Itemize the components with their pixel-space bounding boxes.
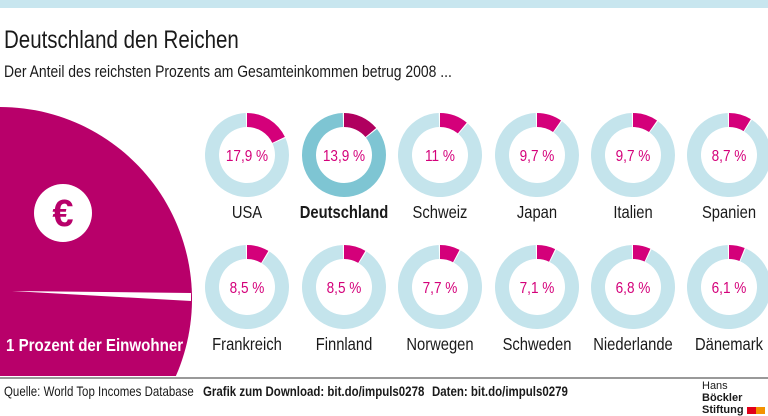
donut-value-label: 11 % xyxy=(425,148,455,165)
donut-value-label: 7,1 % xyxy=(520,280,555,297)
donut-dänemark: 6,1 % Dänemark xyxy=(687,245,768,354)
donut-schweden: 7,1 % Schweden xyxy=(495,245,580,355)
donut-niederlande: 6,8 % Niederlande xyxy=(591,245,675,354)
donut-value-label: 8,7 % xyxy=(712,148,747,165)
logo-red-square xyxy=(746,406,756,414)
big-pie-label: 1 Prozent der Einwohner xyxy=(6,335,184,356)
page-subtitle: Der Anteil des reichsten Prozents am Ges… xyxy=(4,62,452,81)
donut-share xyxy=(633,245,651,262)
donut-rest xyxy=(591,245,675,330)
donut-value-label: 9,7 % xyxy=(616,148,651,165)
donut-share xyxy=(729,245,745,262)
donut-share xyxy=(537,245,556,262)
donut-rest xyxy=(687,245,768,329)
donut-grid: 17,9 % USA 13,9 % Deutschland 11 % Schweiz 9,7… xyxy=(205,113,768,354)
donut-share xyxy=(344,113,377,138)
donut-rest xyxy=(398,113,483,197)
donut-rest xyxy=(591,113,676,197)
country-label: Italien xyxy=(613,203,652,223)
logo: Hans Böckler Stiftung xyxy=(702,380,768,416)
donut-rest xyxy=(302,113,387,197)
footer-source: Quelle: World Top Incomes Database xyxy=(4,383,194,399)
donut-value-label: 13,9 % xyxy=(323,148,365,165)
donut-share xyxy=(247,245,269,263)
euro-icon-bg xyxy=(34,184,92,242)
donut-value-label: 7,7 % xyxy=(423,280,458,297)
footer-download-link[interactable]: Grafik zum Download: bit.do/impuls0278 xyxy=(203,383,425,399)
donut-rest xyxy=(398,245,483,329)
country-label: Dänemark xyxy=(695,335,764,355)
donut-share xyxy=(440,113,467,134)
donut-value-label: 8,5 % xyxy=(327,280,362,297)
donut-spanien: 8,7 % Spanien xyxy=(687,113,768,222)
donut-value-label: 8,5 % xyxy=(230,280,265,297)
donut-share xyxy=(344,245,366,263)
donut-rest xyxy=(302,245,387,329)
donut-frankreich: 8,5 % Frankreich xyxy=(205,245,290,355)
donut-rest xyxy=(495,245,580,329)
donut-rest xyxy=(687,113,768,197)
country-label: Schweiz xyxy=(413,203,468,223)
logo-orange-square xyxy=(755,406,765,414)
country-label: Finnland xyxy=(316,335,373,355)
donut-share xyxy=(440,245,460,263)
donut-value-label: 6,8 % xyxy=(616,280,651,297)
euro-icon: € xyxy=(52,193,73,235)
country-label: USA xyxy=(232,203,262,223)
big-pie-circle xyxy=(0,107,193,376)
country-label: Norwegen xyxy=(406,335,473,355)
chart: €1 Prozent der Einwohner 17,9 % USA 13,9 %… xyxy=(0,107,768,376)
footer-data-link[interactable]: Daten: bit.do/impuls0279 xyxy=(432,383,568,399)
country-label: Schweden xyxy=(503,335,572,355)
country-label: Frankreich xyxy=(212,335,282,355)
donut-share xyxy=(537,113,562,133)
donut-italien: 9,7 % Italien xyxy=(591,113,676,223)
donut-usa: 17,9 % USA xyxy=(205,113,289,222)
big-pie: €1 Prozent der Einwohner xyxy=(0,107,193,376)
footer-divider xyxy=(0,377,768,379)
donut-rest xyxy=(205,113,289,197)
big-pie-one-percent-slice xyxy=(12,291,191,301)
donut-share xyxy=(633,113,658,133)
donut-value-label: 9,7 % xyxy=(520,148,555,165)
donut-deutschland: 13,9 % Deutschland xyxy=(300,113,388,222)
donut-share xyxy=(247,113,285,143)
country-label: Niederlande xyxy=(593,335,672,355)
donut-value-label: 17,9 % xyxy=(226,148,268,165)
country-label: Japan xyxy=(517,203,557,223)
donut-value-label: 6,1 % xyxy=(712,280,747,297)
donut-schweiz: 11 % Schweiz xyxy=(398,113,483,223)
country-label: Spanien xyxy=(702,203,756,223)
top-bar xyxy=(0,0,768,8)
donut-japan: 9,7 % Japan xyxy=(495,113,579,222)
donut-norwegen: 7,7 % Norwegen xyxy=(398,245,483,355)
country-label: Deutschland xyxy=(300,203,388,223)
donut-rest xyxy=(495,113,579,197)
donut-rest xyxy=(205,245,290,329)
page-title: Deutschland den Reichen xyxy=(4,26,239,54)
donut-finnland: 8,5 % Finnland xyxy=(302,245,387,355)
donut-share xyxy=(729,113,751,132)
